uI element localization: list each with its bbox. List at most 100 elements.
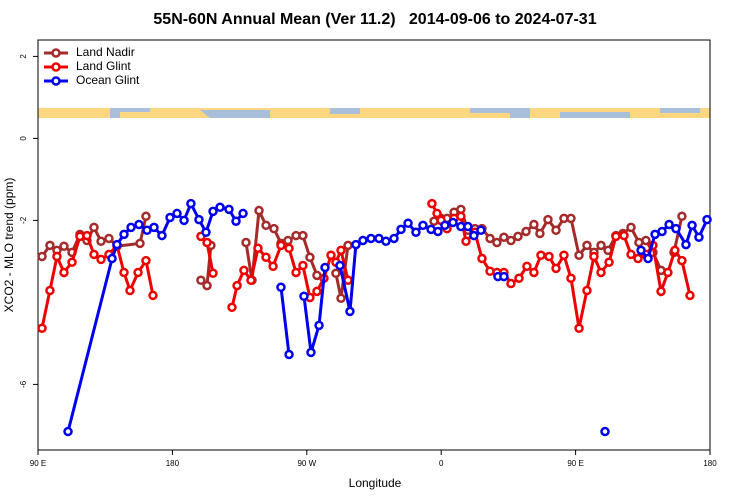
point: [559, 250, 569, 260]
point: [600, 426, 610, 437]
point: [148, 290, 158, 301]
point: [448, 217, 458, 228]
point: [626, 222, 636, 233]
point: [366, 233, 376, 244]
point: [351, 239, 361, 250]
point: [657, 226, 667, 237]
point: [681, 239, 691, 250]
point: [202, 280, 212, 291]
point: [89, 249, 99, 260]
point: [96, 254, 106, 265]
point: [656, 286, 666, 297]
point: [566, 213, 576, 224]
point: [125, 285, 135, 296]
point: [461, 236, 471, 247]
y-tick-label: 0: [19, 136, 28, 141]
point: [208, 206, 218, 217]
point: [636, 245, 646, 256]
point: [37, 323, 47, 333]
point: [232, 280, 242, 291]
plot-frame: [37, 39, 711, 451]
point: [663, 267, 673, 278]
point: [499, 232, 509, 242]
legend-label: Land Glint: [76, 59, 131, 73]
point: [574, 323, 584, 333]
legend-marker: [51, 62, 61, 72]
point: [521, 226, 531, 237]
point: [314, 320, 324, 331]
point: [702, 214, 712, 225]
map-strip: [38, 108, 710, 118]
point: [276, 240, 286, 251]
point: [89, 222, 99, 233]
point: [283, 235, 293, 246]
point: [261, 220, 271, 231]
point: [215, 202, 225, 213]
point: [208, 268, 218, 279]
point: [633, 253, 643, 264]
point: [529, 267, 539, 278]
point: [611, 231, 621, 242]
y-tick-label: 2: [19, 54, 28, 59]
point: [358, 235, 368, 246]
point: [381, 236, 391, 247]
point: [389, 233, 399, 244]
point: [253, 243, 263, 254]
point: [476, 225, 486, 235]
point: [343, 240, 353, 251]
point: [196, 275, 206, 286]
point: [202, 237, 212, 248]
x-axis-label: Longitude: [349, 476, 402, 490]
point: [687, 220, 697, 231]
point: [141, 255, 151, 266]
point: [626, 249, 636, 260]
point: [427, 198, 437, 209]
point: [63, 426, 73, 437]
point: [566, 273, 576, 283]
point: [133, 267, 143, 278]
point: [254, 205, 264, 216]
point: [551, 225, 561, 235]
point: [238, 208, 248, 219]
point: [141, 211, 151, 222]
point: [45, 240, 55, 251]
point: [671, 223, 681, 234]
point: [172, 208, 182, 219]
legend-label: Ocean Glint: [76, 73, 140, 87]
point: [522, 261, 532, 272]
point: [134, 219, 144, 230]
point: [82, 230, 92, 241]
point: [641, 235, 651, 246]
point: [432, 208, 442, 219]
point: [291, 267, 301, 278]
point: [45, 285, 55, 296]
point: [664, 219, 674, 230]
x-tick-label: 0: [439, 459, 444, 468]
point: [269, 223, 279, 234]
point: [112, 239, 122, 250]
point: [276, 282, 286, 292]
point: [694, 232, 704, 242]
point: [179, 215, 189, 226]
point: [268, 261, 278, 272]
point: [37, 251, 47, 262]
point: [336, 245, 346, 256]
point: [284, 243, 294, 254]
x-tick-label: 180: [166, 459, 180, 468]
point: [685, 290, 695, 301]
point: [331, 268, 341, 279]
point: [305, 252, 315, 263]
point: [551, 263, 561, 274]
point: [298, 260, 308, 271]
point: [119, 229, 129, 240]
point: [529, 219, 539, 230]
point: [299, 291, 309, 301]
legend-marker: [51, 48, 61, 58]
point: [604, 257, 614, 267]
point: [59, 267, 69, 278]
point: [485, 233, 495, 244]
point: [312, 286, 322, 297]
chart-title: 55N-60N Annual Mean (Ver 11.2) 2014-09-0…: [153, 11, 596, 28]
x-tick-label: 180: [703, 459, 717, 468]
